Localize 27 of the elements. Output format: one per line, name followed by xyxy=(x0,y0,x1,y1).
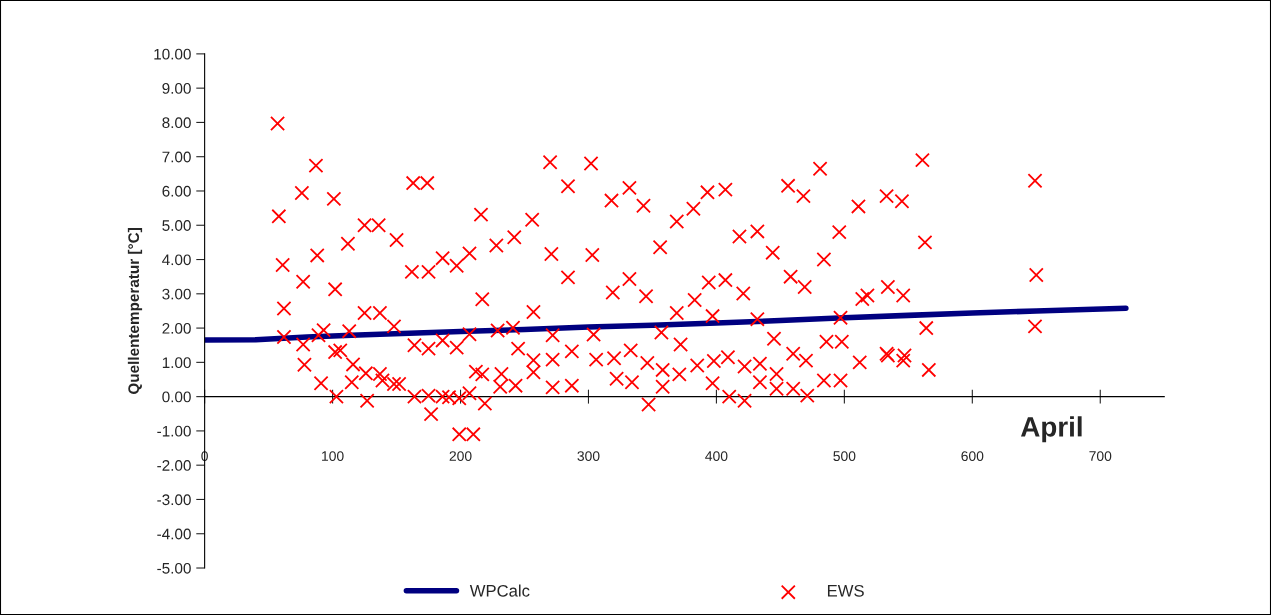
x-tick-label: 600 xyxy=(961,451,984,461)
y-tick-label: 3.00 xyxy=(162,288,191,300)
y-tick-label: 2.00 xyxy=(162,322,191,334)
y-tick-label: 6.00 xyxy=(162,185,191,197)
legend-label: WPCalc xyxy=(469,584,530,597)
annotation: April xyxy=(1020,416,1082,443)
x-tick-label: 400 xyxy=(705,451,728,461)
x-tick-label: 300 xyxy=(577,451,600,461)
y-tick-label: -2.00 xyxy=(157,460,191,471)
y-tick-label: 9.00 xyxy=(162,83,191,94)
y-tick-label: 10.00 xyxy=(154,48,191,60)
y-tick-label: -3.00 xyxy=(157,494,191,506)
x-tick-label: 200 xyxy=(449,451,472,461)
legend-label: EWS xyxy=(827,584,864,597)
y-axis-title: Quellentemperatur [°C] xyxy=(127,228,143,395)
y-tick-label: 4.00 xyxy=(162,254,191,266)
y-tick-label: -1.00 xyxy=(157,425,191,437)
x-tick-label: 700 xyxy=(1089,451,1112,461)
y-tick-label: 0.00 xyxy=(162,391,191,403)
y-tick-label: -4.00 xyxy=(157,528,191,540)
y-tick-label: 5.00 xyxy=(162,220,191,231)
y-tick-label: 1.00 xyxy=(162,357,191,369)
y-tick-label: -5.00 xyxy=(157,562,191,574)
y-tick-label: 8.00 xyxy=(162,117,191,129)
x-tick-label: 100 xyxy=(322,451,344,461)
y-tick-label: 7.00 xyxy=(162,151,191,163)
x-tick-label: 500 xyxy=(833,451,856,461)
